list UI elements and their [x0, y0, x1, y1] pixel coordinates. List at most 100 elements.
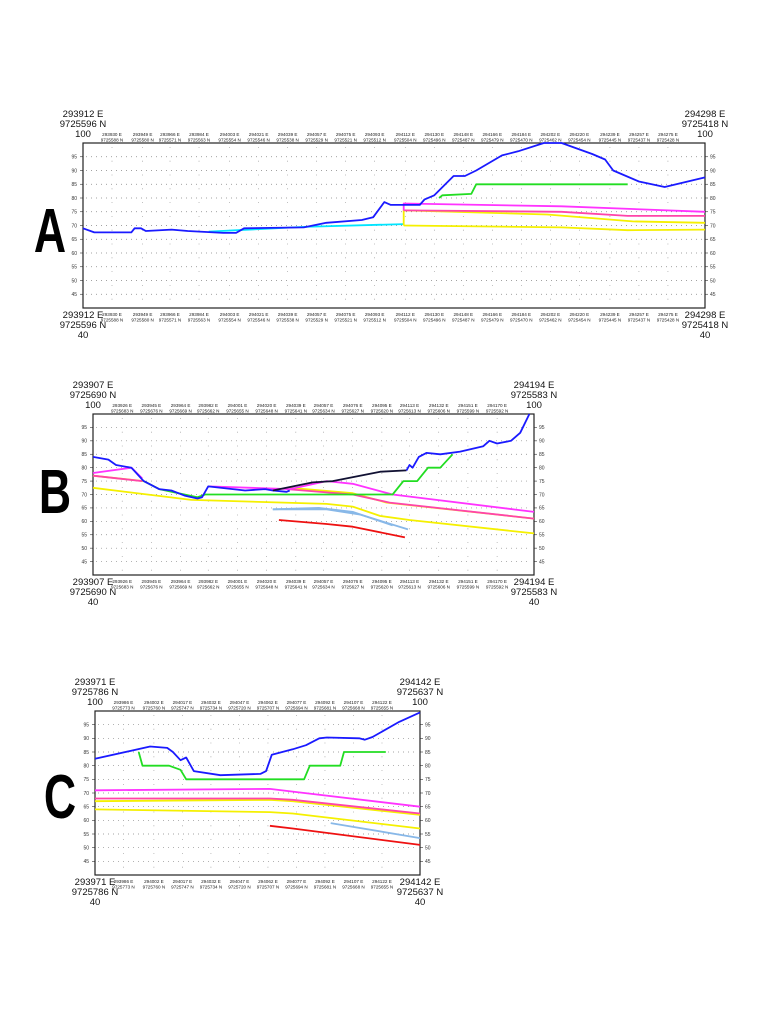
y-tick-label-left: 70 [83, 791, 89, 797]
y-tick-label-right: 50 [425, 845, 431, 851]
corner-label-bottom-left: 293907 E [73, 577, 114, 588]
y-tick-label-right: 95 [539, 425, 545, 431]
x-tick-label-top: 294075 E [336, 132, 356, 137]
profile-chart-b: B 95 95 90 90 85 85 80 80 75 75 70 70 65 65 60 60 55 55 50 5… [39, 380, 558, 608]
x-tick-label-top: 294039 E [278, 132, 298, 137]
y-tick-label-left: 85 [71, 182, 77, 188]
x-tick-label-bottom: 294039 E [286, 579, 306, 584]
panel-label: B [39, 458, 71, 527]
x-tick-label-top: 294001 E [228, 403, 248, 408]
x-tick-label-bottom: 293966 E [160, 312, 180, 317]
x-tick-label-top: 9725529 N [305, 138, 327, 143]
x-tick-label-bottom: 294113 E [400, 579, 419, 584]
x-tick-label-bottom: 9725668 N [342, 885, 364, 890]
x-tick-label-bottom: 294093 E [365, 312, 385, 317]
series-line-4 [330, 822, 421, 839]
x-tick-label-bottom: 9725599 N [457, 585, 479, 590]
x-tick-label-bottom: 293930 E [102, 312, 122, 317]
x-tick-label-top: 294003 E [220, 132, 240, 137]
series-line-12 [272, 469, 407, 492]
x-tick-label-bottom: 9725496 N [423, 318, 445, 323]
x-tick-label-top: 9725521 N [334, 138, 356, 143]
series-line-2 [95, 797, 421, 815]
x-tick-label-bottom: 294032 E [201, 879, 221, 884]
y-tick-label-right: 65 [539, 506, 545, 512]
y-tick-label-left: 45 [71, 292, 77, 298]
profile-chart-c: C 95 95 90 90 85 85 80 80 75 75 70 70 65 65 60 60 55 55 50 5… [44, 677, 444, 908]
corner-label-top-right: 294298 E [685, 109, 726, 120]
corner-label-top-left: 100 [87, 697, 103, 708]
x-tick-label-bottom: 9725588 N [101, 318, 123, 323]
y-tick-label-right: 70 [425, 791, 431, 797]
x-tick-label-bottom: 294057 E [307, 312, 327, 317]
series-line-11 [92, 456, 291, 500]
x-tick-label-bottom: 9725437 N [628, 318, 650, 323]
x-tick-label-bottom: 9725641 N [285, 585, 307, 590]
x-tick-label-bottom: 294020 E [257, 579, 277, 584]
x-tick-label-bottom: 294017 E [173, 879, 193, 884]
x-tick-label-top: 294151 E [458, 403, 478, 408]
y-tick-label-left: 95 [81, 425, 87, 431]
series-line-6 [82, 142, 706, 234]
corner-label-top-left: 9725596 N [60, 119, 107, 130]
y-tick-label-left: 90 [71, 168, 77, 174]
corner-label-bottom-right: 294194 E [514, 577, 555, 588]
x-tick-label-bottom: 294132 E [429, 579, 449, 584]
x-tick-label-top: 294239 E [600, 132, 620, 137]
y-tick-label-left: 65 [81, 506, 87, 512]
x-tick-label-top: 9725479 N [481, 138, 503, 143]
plot-frame [94, 710, 421, 876]
x-tick-label-top: 9725668 N [342, 706, 364, 711]
x-tick-label-top: 9725760 N [143, 706, 165, 711]
y-tick-label-right: 75 [425, 777, 431, 783]
x-tick-label-top: 9725588 N [101, 138, 123, 143]
y-tick-label-right: 90 [710, 168, 716, 174]
y-tick-label-right: 55 [539, 533, 545, 539]
x-tick-label-bottom: 9725592 N [486, 585, 508, 590]
y-tick-label-right: 95 [710, 155, 716, 161]
corner-label-bottom-right: 9725583 N [511, 587, 558, 598]
x-tick-label-top: 9725694 N [285, 706, 307, 711]
y-tick-label-right: 65 [710, 237, 716, 243]
x-tick-label-top: 294047 E [230, 700, 250, 705]
y-tick-label-left: 75 [83, 777, 89, 783]
x-tick-label-top: 293984 E [189, 132, 209, 137]
y-tick-label-left: 80 [83, 763, 89, 769]
corner-label-bottom-left: 9725690 N [70, 587, 117, 598]
x-tick-label-bottom: 9725773 N [112, 885, 134, 890]
x-tick-label-top: 9725627 N [341, 409, 363, 414]
corner-label-top-left: 100 [85, 400, 101, 411]
y-tick-label-left: 55 [71, 265, 77, 271]
corner-label-top-right: 9725418 N [682, 119, 729, 130]
y-tick-label-right: 50 [539, 546, 545, 552]
x-tick-label-bottom: 9725546 N [247, 318, 269, 323]
series-line-1 [94, 798, 421, 816]
y-tick-label-left: 85 [81, 452, 87, 458]
y-tick-label-right: 65 [425, 804, 431, 810]
corner-label-top-left: 293912 E [63, 109, 104, 120]
x-tick-label-bottom: 9725694 N [285, 885, 307, 890]
x-tick-label-bottom: 294077 E [287, 879, 307, 884]
y-tick-label-left: 80 [81, 465, 87, 471]
x-tick-label-top: 294095 E [372, 403, 392, 408]
y-tick-label-left: 85 [83, 750, 89, 756]
x-tick-label-top: 9725496 N [423, 138, 445, 143]
corner-label-top-left: 293971 E [75, 677, 116, 688]
y-tick-label-right: 45 [710, 292, 716, 298]
panel-label: C [44, 763, 76, 832]
corner-label-bottom-right: 9725418 N [682, 320, 729, 331]
x-tick-label-bottom: 9725504 N [394, 318, 416, 323]
x-tick-label-top: 294077 E [287, 700, 307, 705]
x-tick-label-top: 9725720 N [228, 706, 250, 711]
x-tick-label-top: 9725487 N [452, 138, 474, 143]
x-tick-label-top: 294002 E [144, 700, 164, 705]
x-tick-label-top: 294113 E [400, 403, 419, 408]
x-tick-label-bottom: 293949 E [133, 312, 153, 317]
corner-label-top-right: 100 [526, 400, 542, 411]
x-tick-label-bottom: 9725487 N [452, 318, 474, 323]
x-tick-label-bottom: 9725571 N [159, 318, 181, 323]
y-tick-label-right: 50 [710, 278, 716, 284]
y-tick-label-left: 60 [83, 818, 89, 824]
x-tick-label-bottom: 294039 E [278, 312, 298, 317]
x-tick-label-bottom: 9725681 N [314, 885, 336, 890]
